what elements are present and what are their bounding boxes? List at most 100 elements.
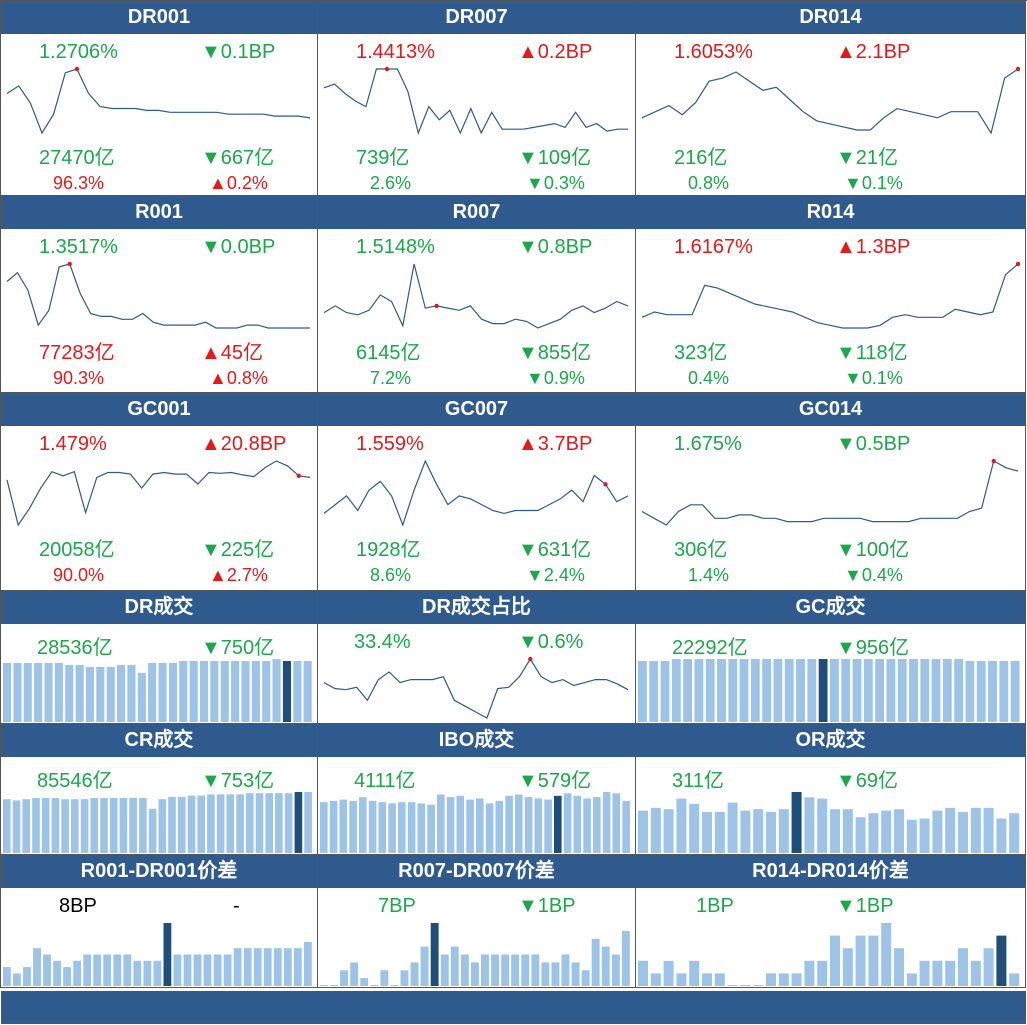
bar	[988, 661, 997, 722]
bar	[303, 661, 312, 722]
metric-value: 22292亿	[672, 637, 748, 659]
bar	[945, 960, 956, 986]
volume-panel: R007-DR007价差 7BP ▼1BP	[318, 855, 636, 988]
bar	[739, 659, 749, 722]
bar-highlight	[554, 795, 562, 853]
bar	[106, 666, 115, 722]
bar	[370, 985, 379, 986]
panel-title: IBO成交	[318, 724, 635, 757]
bar	[886, 659, 896, 722]
bar	[894, 809, 904, 853]
highlight-point	[296, 473, 301, 478]
bar	[753, 985, 764, 986]
bar	[791, 973, 802, 986]
bar	[841, 659, 851, 722]
footer-bar	[1, 991, 1026, 1024]
bar	[368, 800, 377, 853]
bar	[223, 954, 232, 986]
bar	[863, 659, 873, 722]
highlight-point	[74, 66, 80, 72]
bar	[51, 798, 60, 853]
bar	[3, 799, 11, 853]
highlight-point	[384, 66, 390, 72]
rate-value: 1.6053%	[674, 41, 753, 63]
bar	[505, 795, 513, 853]
volume-change: ▼667亿	[201, 147, 275, 169]
rate-change: ▲3.7BP	[518, 433, 593, 455]
bar	[293, 661, 302, 722]
series-line	[6, 460, 311, 527]
bar	[93, 954, 102, 986]
bar	[965, 661, 975, 722]
bar	[53, 960, 61, 986]
bar	[920, 659, 930, 722]
bar	[521, 954, 530, 986]
bar	[148, 808, 157, 853]
metric-value: 85546亿	[37, 770, 113, 792]
metric-change: ▼1BP	[836, 895, 894, 917]
sparkline-chart	[641, 66, 1021, 135]
volume-panel: R001-DR001价差 8BP -	[1, 855, 318, 988]
bar	[909, 659, 918, 722]
rate-value: 1.675%	[674, 433, 742, 455]
bar	[671, 659, 681, 722]
volume-value: 323亿	[674, 342, 728, 364]
bar-highlight	[282, 661, 291, 722]
bar	[203, 954, 212, 986]
bar	[714, 811, 725, 853]
bar	[660, 661, 670, 722]
bar	[168, 662, 177, 722]
bar	[378, 802, 387, 853]
bar	[855, 935, 866, 986]
bar	[388, 803, 396, 853]
bar	[127, 664, 136, 722]
rate-change: ▲20.8BP	[201, 433, 287, 455]
bar	[450, 946, 459, 986]
bar	[158, 662, 167, 722]
bar	[932, 810, 943, 853]
bar	[996, 818, 1007, 853]
bar	[43, 954, 51, 986]
bar	[80, 799, 89, 853]
bar	[210, 661, 219, 722]
metric-change: -	[233, 895, 240, 917]
bar	[583, 798, 591, 853]
bar	[676, 973, 687, 986]
bar	[207, 794, 215, 853]
bar	[90, 798, 99, 853]
volume-panel: CR成交 85546亿 ▼753亿	[1, 724, 318, 855]
metric-change: ▼0.6%	[518, 631, 584, 653]
bar	[168, 796, 176, 853]
panel-title: R014	[636, 196, 1025, 229]
bar	[894, 948, 904, 986]
bar	[330, 985, 338, 986]
bar	[689, 803, 700, 853]
volume-value: 77283亿	[39, 342, 115, 364]
volume-value: 216亿	[674, 147, 728, 169]
bar	[945, 807, 956, 853]
bar	[728, 659, 738, 722]
volume-change: ▲45亿	[201, 342, 264, 364]
bar	[12, 800, 21, 853]
metric-change: ▼956亿	[836, 637, 910, 659]
bar	[524, 797, 533, 853]
highlight-point	[1015, 261, 1021, 267]
bar	[868, 935, 879, 986]
bar-highlight	[163, 923, 172, 986]
bar	[13, 973, 21, 986]
bar	[123, 954, 132, 986]
bar	[304, 941, 312, 986]
bar	[511, 954, 520, 986]
rate-value: 1.2706%	[39, 41, 118, 63]
volume-change: ▼21亿	[836, 147, 899, 169]
metric-value: 28536亿	[37, 637, 113, 659]
bar	[407, 802, 416, 853]
bar	[481, 954, 489, 986]
bar	[398, 802, 406, 853]
bar	[304, 792, 312, 853]
bar	[663, 960, 674, 986]
bar	[573, 795, 582, 853]
rate-panel: DR014 1.6053% ▲2.1BP 216亿 ▼21亿 0.8% ▼0.1%	[636, 1, 1026, 196]
bar	[683, 659, 692, 722]
